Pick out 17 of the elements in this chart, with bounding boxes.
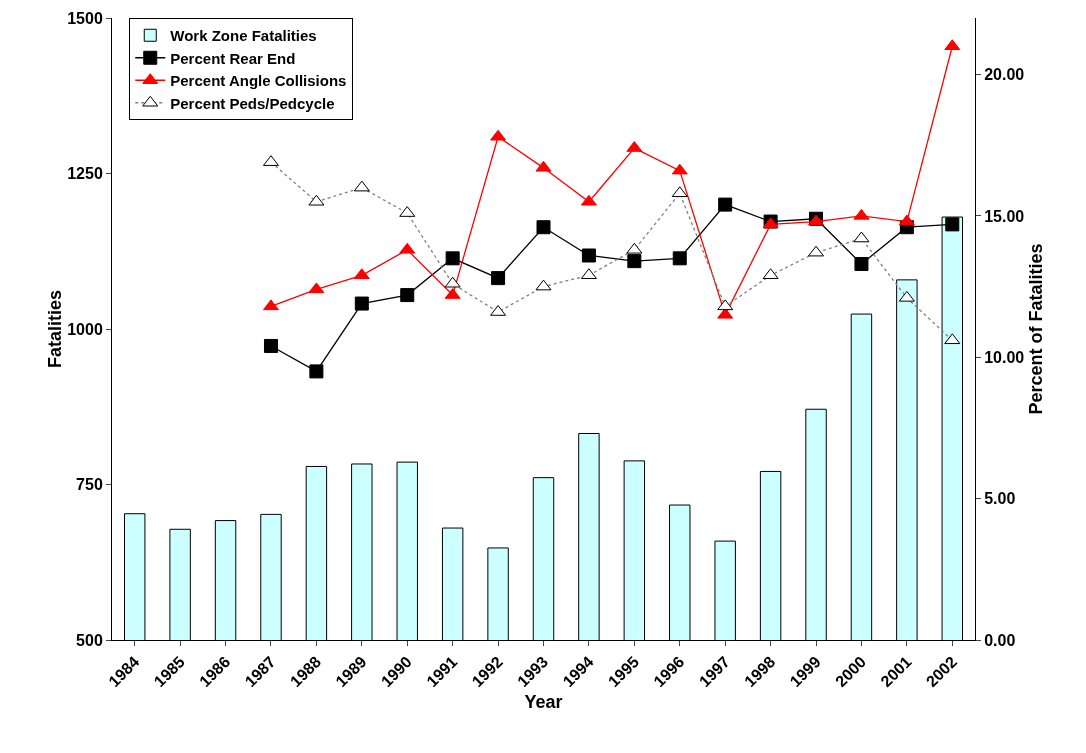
y2-tick-label: 15.00 <box>984 207 1025 225</box>
legend-label: Percent Angle Collisions <box>170 72 347 90</box>
legend-label: Percent Peds/Pedcycle <box>170 94 335 112</box>
y-tick-label: 1500 <box>67 9 103 27</box>
y2-tick-label: 5.00 <box>984 490 1016 508</box>
y2-tick-label: 20.00 <box>984 66 1025 84</box>
y-tick-label: 1000 <box>67 320 103 338</box>
y2-tick-label: 0.00 <box>984 631 1016 649</box>
legend-label: Percent Rear End <box>170 49 296 67</box>
y-tick-label: 500 <box>76 631 103 649</box>
legend-label: Work Zone Fatalities <box>170 27 317 45</box>
y2-tick-label: 10.00 <box>984 348 1025 366</box>
y-axis-title: Fatalities <box>45 289 66 369</box>
y-tick-label: 1250 <box>67 165 103 183</box>
x-axis-title: Year <box>524 692 563 713</box>
y2-axis-title: Percent of Fatalities <box>1026 243 1047 415</box>
y-tick-label: 750 <box>76 476 103 494</box>
